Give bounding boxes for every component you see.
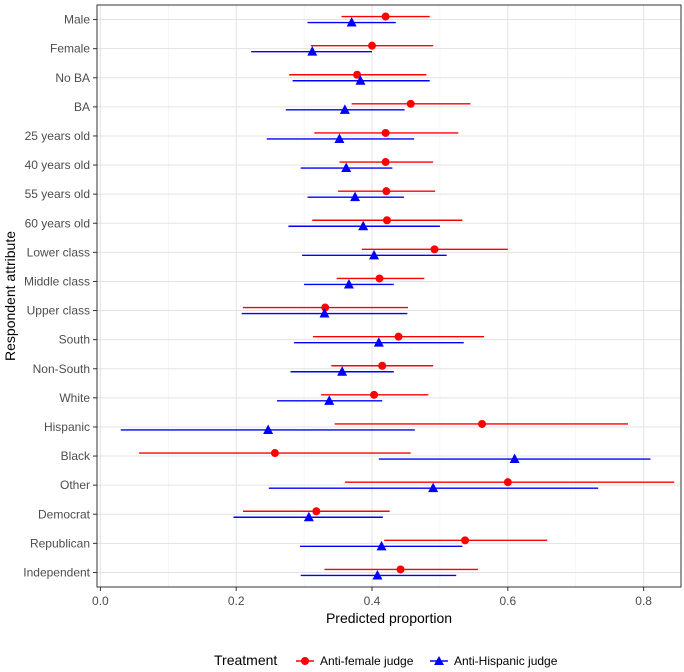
point-circle	[378, 361, 387, 370]
point-circle	[382, 187, 391, 196]
point-circle	[461, 536, 470, 545]
y-tick-label: Middle class	[24, 274, 90, 288]
x-axis: 0.0 0.2 0.4 0.6 0.8	[92, 587, 652, 608]
point-triangle	[303, 511, 314, 522]
point-triangle	[369, 249, 380, 260]
point-circle	[312, 507, 321, 516]
y-tick-label: No BA	[55, 71, 90, 85]
point-triangle	[319, 308, 330, 318]
x-tick-label: 0.8	[635, 594, 652, 608]
grid-lines	[97, 5, 681, 587]
y-tick-label: Lower class	[27, 245, 90, 259]
point-circle	[430, 245, 439, 254]
point-triangle	[337, 366, 348, 376]
y-tick-label: Independent	[23, 565, 90, 579]
point-circle	[381, 158, 390, 167]
point-triangle	[358, 220, 369, 231]
y-tick-label: Upper class	[27, 304, 90, 318]
x-tick-label: 0.2	[228, 594, 245, 608]
series-layer	[120, 12, 675, 580]
point-circle	[368, 41, 377, 50]
point-circle	[321, 303, 330, 312]
y-tick-label: Female	[50, 42, 90, 56]
point-triangle	[509, 453, 520, 464]
point-triangle	[346, 17, 357, 27]
point-triangle	[355, 75, 366, 85]
y-axis-title: Respondent attribute	[2, 231, 18, 361]
point-triangle	[339, 104, 350, 114]
y-tick-label: South	[59, 333, 90, 347]
legend-title: Treatment	[214, 652, 277, 668]
point-triangle	[350, 191, 361, 202]
y-tick-label: Black	[61, 449, 91, 463]
point-circle	[375, 274, 384, 283]
y-tick-label: 25 years old	[25, 129, 90, 143]
point-circle	[381, 12, 390, 21]
point-triangle	[263, 424, 274, 434]
legend-label: Anti-Hispanic judge	[454, 654, 558, 668]
point-triangle	[341, 162, 352, 173]
x-axis-title: Predicted proportion	[326, 610, 452, 626]
y-axis: Male Female No BA BA 25 years old 40 years ol…	[23, 13, 97, 579]
point-circle	[396, 565, 405, 574]
x-tick-label: 0.6	[499, 594, 516, 608]
legend: Treatment Anti-female judge Anti-Hispanic…	[214, 652, 558, 668]
point-triangle	[307, 46, 318, 56]
y-tick-label: Other	[60, 478, 90, 492]
y-tick-label: 60 years old	[25, 216, 90, 230]
y-tick-label: Hispanic	[44, 420, 90, 434]
legend-circle-marker	[301, 657, 309, 665]
point-triangle	[334, 133, 345, 143]
y-tick-label: BA	[74, 100, 90, 114]
series-anti-hispanic-judge	[120, 17, 651, 580]
y-tick-label: Democrat	[38, 507, 91, 521]
y-tick-label: 55 years old	[25, 187, 90, 201]
point-triangle	[428, 482, 439, 493]
y-tick-label: Republican	[30, 536, 90, 550]
series-anti-female-judge	[139, 12, 675, 574]
legend-triangle-marker	[434, 656, 444, 665]
point-circle	[478, 419, 487, 428]
x-tick-label: 0.0	[92, 594, 109, 608]
point-circle	[394, 332, 403, 341]
point-triangle	[376, 540, 387, 551]
y-tick-label: Non-South	[33, 362, 90, 376]
point-triangle	[373, 337, 384, 347]
point-circle	[406, 99, 415, 108]
legend-label: Anti-female judge	[320, 654, 414, 668]
point-triangle	[343, 278, 354, 289]
x-tick-label: 0.4	[364, 594, 381, 608]
point-circle	[270, 449, 279, 458]
y-tick-label: 40 years old	[25, 158, 90, 172]
point-circle	[382, 216, 391, 225]
y-tick-label: White	[59, 391, 90, 405]
point-triangle	[372, 569, 383, 580]
plot-border	[96, 4, 682, 588]
point-circle	[353, 70, 362, 79]
plot-panel	[97, 5, 681, 587]
point-circle	[503, 478, 512, 487]
point-circle	[381, 128, 390, 137]
point-triangle	[324, 395, 335, 405]
point-circle	[370, 390, 379, 399]
y-tick-label: Male	[64, 13, 90, 27]
